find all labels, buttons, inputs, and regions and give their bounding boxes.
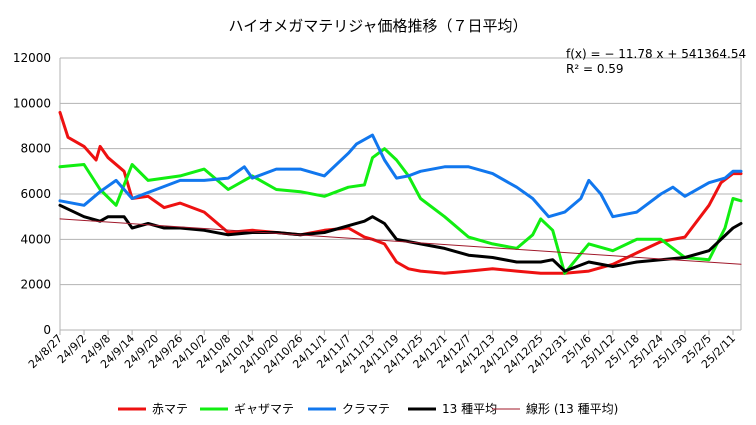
- series-lines: [58, 110, 743, 275]
- legend-label: 赤マテ: [152, 402, 188, 416]
- y-tick-label: 10000: [13, 96, 51, 110]
- legend-label: ギャザマテ: [234, 402, 294, 416]
- trendline: [59, 218, 742, 265]
- regression-annotation: f(x) = − 11.78 x + 541364.54 R² = 0.59: [566, 47, 746, 76]
- regression-r-squared: R² = 0.59: [566, 62, 624, 76]
- y-tick-label: 4000: [20, 232, 51, 246]
- series-line-2: [58, 133, 743, 219]
- legend-label: 13 種平均: [442, 402, 497, 416]
- legend-label: クラマテ: [342, 402, 390, 416]
- legend: 赤マテ ギャザマテ クラマテ 13 種平均 線形 (13 種平均): [118, 401, 618, 416]
- gridlines: [59, 57, 742, 331]
- y-tick-label: 12000: [13, 51, 51, 65]
- regression-equation: f(x) = − 11.78 x + 541364.54: [566, 47, 746, 61]
- chart-title: ハイオメガマテリジャ価格推移（７日平均）: [229, 17, 528, 35]
- y-tick-label: 0: [43, 323, 51, 337]
- x-axis-ticks: 24/8/2724/9/224/9/824/9/1424/9/2024/9/26…: [26, 330, 738, 376]
- y-tick-label: 2000: [20, 278, 51, 292]
- y-tick-label: 6000: [20, 187, 51, 201]
- y-tick-label: 8000: [20, 142, 51, 156]
- series-line-0: [58, 110, 743, 275]
- y-axis-ticks: 0 2000 4000 6000 8000 10000 12000: [13, 51, 51, 337]
- legend-label: 線形 (13 種平均): [526, 401, 618, 416]
